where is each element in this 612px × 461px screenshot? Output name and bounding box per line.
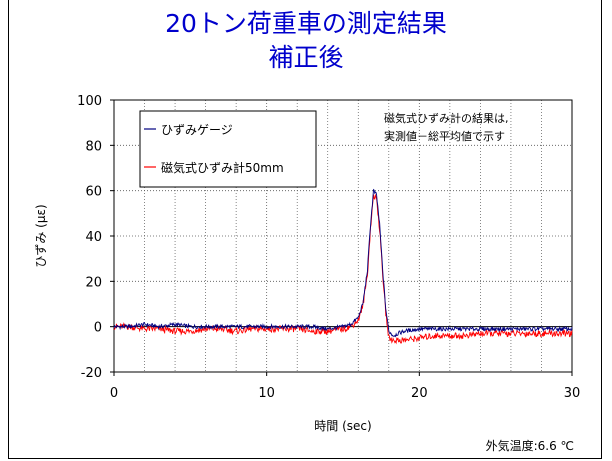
y-tick-label: 40 [85, 230, 102, 245]
ambient-temperature-note: 外気温度:6.6 ℃ [485, 439, 574, 453]
legend-label: 磁気式ひずみ計50mm [161, 160, 284, 175]
annotation-text: 磁気式ひずみ計の結果は, [384, 111, 509, 125]
legend-label: ひずみゲージ [161, 123, 233, 137]
x-axis-label: 時間 (sec) [314, 419, 371, 433]
series-line-magnetic-gauge [113, 193, 573, 345]
chart-title: 20トン荷重車の測定結果 [165, 9, 447, 38]
series-line-strain-gauge [113, 188, 573, 338]
annotation-text: 実測値－総平均値で示す [384, 129, 505, 143]
y-tick-label: 0 [94, 321, 102, 336]
y-tick-label: 100 [77, 94, 102, 109]
y-axis-label: ひずみ (με) [34, 204, 48, 267]
legend-box [139, 110, 317, 188]
x-tick-label: 30 [564, 386, 581, 401]
slide-frame [8, 0, 602, 459]
y-tick-label: 60 [85, 185, 102, 200]
y-tick-label: 20 [85, 275, 102, 290]
x-tick-label: 10 [258, 386, 275, 401]
chart-subtitle: 補正後 [268, 43, 344, 72]
x-tick-label: 20 [411, 386, 428, 401]
y-tick-label: 80 [85, 139, 102, 154]
x-tick-label: 0 [110, 386, 118, 401]
y-tick-label: -20 [81, 366, 102, 381]
